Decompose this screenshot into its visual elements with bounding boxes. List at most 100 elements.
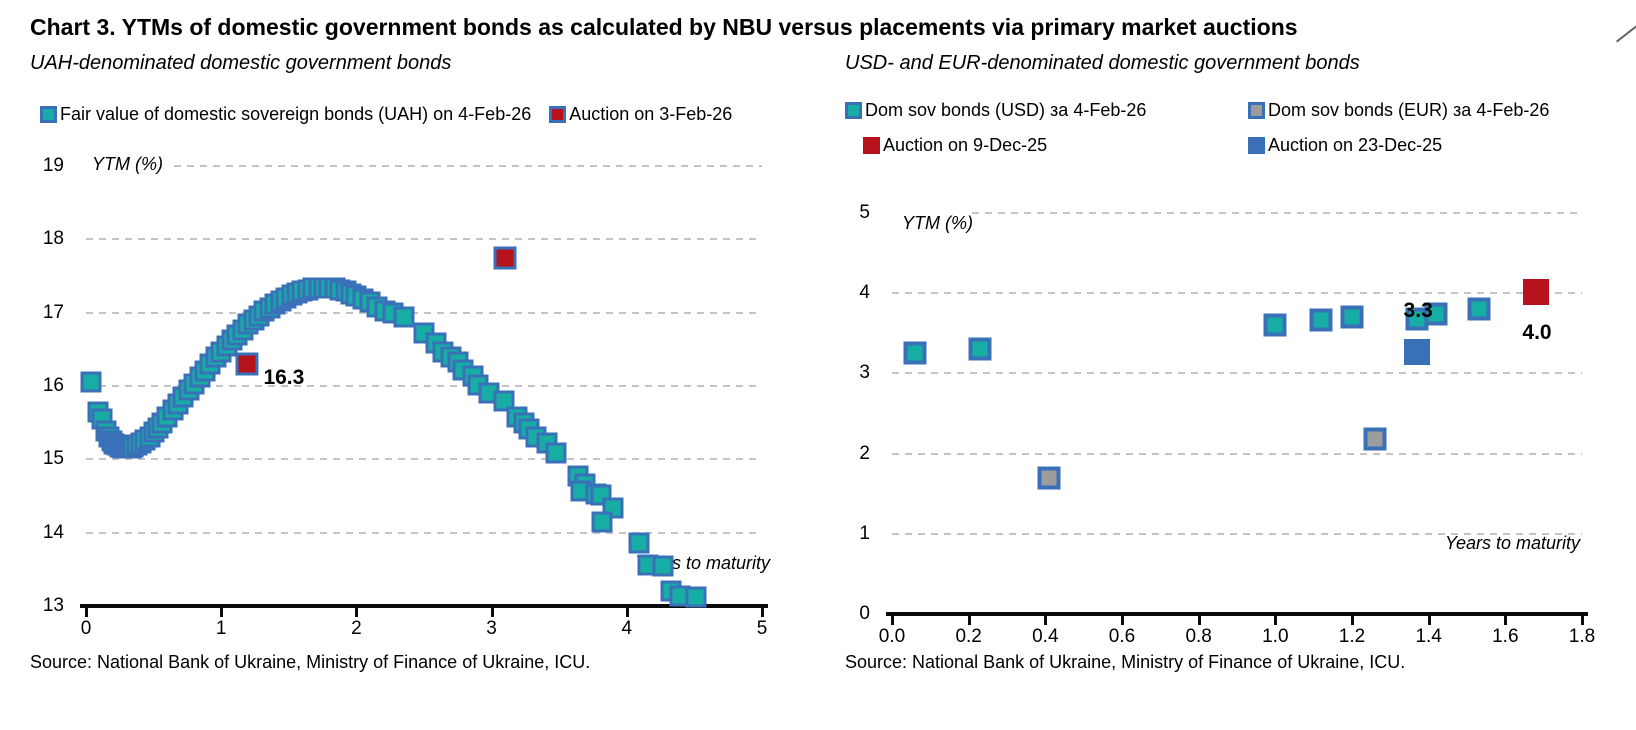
legend-item-label: Auction on 23-Dec-25 xyxy=(1268,135,1443,155)
y-tick-label: 4 xyxy=(859,282,870,304)
x-tick-label: 2 xyxy=(351,618,362,639)
data-point-red xyxy=(235,352,259,376)
data-point-teal xyxy=(1424,302,1448,326)
data-label: 16.3 xyxy=(263,366,305,389)
gridline xyxy=(86,458,762,461)
x-tick-label: 0.2 xyxy=(955,626,982,647)
data-point-teal xyxy=(628,532,650,554)
data-point-teal xyxy=(685,586,707,608)
legend-marker-icon xyxy=(1248,137,1265,154)
gridline xyxy=(892,452,1582,455)
data-point-gray xyxy=(1037,466,1061,490)
legend-item-label: Dom sov bonds (USD) за 4-Feb-26 xyxy=(865,100,1147,120)
axis-tick xyxy=(1351,616,1354,625)
left-chart-legend: Fair value of domestic sovereign bonds (… xyxy=(40,104,732,125)
x-axis-line xyxy=(886,612,1588,616)
corner-mark xyxy=(1616,25,1636,43)
legend-item: Auction on 23-Dec-25 xyxy=(1248,135,1549,156)
y-axis-caption: YTM (%) xyxy=(902,213,973,233)
y-tick-label: 17 xyxy=(42,301,64,323)
x-tick-label: 1.4 xyxy=(1415,626,1442,647)
legend-marker-icon xyxy=(845,102,862,119)
axis-tick xyxy=(1121,616,1124,625)
axis-tick xyxy=(85,608,88,617)
x-tick-label: 3 xyxy=(486,618,497,639)
axis-tick xyxy=(1504,616,1508,625)
x-tick-label: 0.8 xyxy=(1185,626,1212,647)
gridline xyxy=(972,212,1582,214)
legend-marker-icon xyxy=(1248,102,1265,119)
legend-item: Auction on 3-Feb-26 xyxy=(549,104,732,125)
axis-tick xyxy=(625,608,629,617)
gridline xyxy=(174,165,762,167)
data-point-gray xyxy=(1363,427,1387,451)
y-tick-label: 15 xyxy=(42,448,64,470)
right-chart-legend: Dom sov bonds (USD) за 4-Feb-26 Dom sov b… xyxy=(845,100,1549,156)
legend-marker-icon xyxy=(549,106,567,123)
x-tick-label: 4 xyxy=(621,618,633,639)
right-chart-subtitle: USD- and EUR-denominated domestic govern… xyxy=(845,52,1360,74)
axis-tick xyxy=(891,616,894,625)
y-tick-label: 1 xyxy=(859,522,870,544)
legend-item: Fair value of domestic sovereign bonds (… xyxy=(40,104,531,125)
y-tick-label: 5 xyxy=(859,202,870,223)
gridline xyxy=(86,238,762,241)
data-point-red xyxy=(493,246,517,270)
x-tick-label: 0 xyxy=(80,618,92,639)
x-axis-caption: Years to maturity xyxy=(1444,533,1580,553)
uah-chart-plot-area: 13 14 15 16 17 18 19 0 1 2 3 4 5 YTM (%) Years to matu… xyxy=(43,154,770,639)
legend-item-label: Auction on 3-Feb-26 xyxy=(569,104,733,124)
y-tick-label: 2 xyxy=(859,442,870,464)
y-tick-label: 16 xyxy=(42,375,64,396)
x-tick-label: 1.2 xyxy=(1338,626,1366,647)
axis-tick xyxy=(1427,616,1431,625)
data-point-red xyxy=(1523,278,1549,305)
y-tick-label: 18 xyxy=(42,228,64,250)
legend-item-label: Fair value of domestic sovereign bonds (… xyxy=(60,104,532,124)
gridline xyxy=(86,531,762,534)
axis-tick xyxy=(220,608,224,617)
data-point-teal xyxy=(80,371,102,393)
legend-marker-icon xyxy=(863,137,880,154)
axis-tick xyxy=(1581,616,1584,625)
gridline xyxy=(86,311,762,314)
axis-tick xyxy=(967,616,971,625)
right-chart-source: Source: National Bank of Ukraine, Minist… xyxy=(845,652,1406,672)
gridline xyxy=(86,385,762,387)
x-tick-label: 5 xyxy=(756,618,768,639)
left-chart-subtitle: UAH-denominated domestic government bond… xyxy=(30,52,452,74)
x-tick-label: 0.6 xyxy=(1108,626,1136,647)
y-tick-label: 14 xyxy=(42,521,64,543)
data-label: 3.3 xyxy=(1403,298,1433,322)
x-tick-label: 1.8 xyxy=(1568,626,1596,647)
usd-eur-chart-plot-area: 0 1 2 3 4 5 0.0 0.2 0.4 0.6 0.8 1.0 1.2 1.4 1.6 1.8 YTM … xyxy=(859,202,1595,647)
gridline xyxy=(892,532,1582,535)
y-tick-label: 13 xyxy=(42,595,64,616)
data-point-teal xyxy=(1340,305,1364,329)
legend-item: Auction on 9-Dec-25 xyxy=(863,135,1230,156)
data-point-teal xyxy=(591,511,613,533)
axis-tick xyxy=(1044,616,1048,625)
legend-item: Dom sov bonds (EUR) за 4-Feb-26 xyxy=(1248,100,1549,121)
legend-item-label: Auction on 9-Dec-25 xyxy=(883,135,1048,155)
y-axis-caption: YTM (%) xyxy=(92,154,163,174)
page-title: Chart 3. YTMs of domestic government bon… xyxy=(30,14,1298,40)
y-tick-label: 19 xyxy=(42,155,64,176)
x-tick-label: 1.6 xyxy=(1492,626,1519,647)
data-label: 4.0 xyxy=(1522,320,1552,344)
gridline xyxy=(892,372,1582,375)
axis-tick xyxy=(490,608,494,617)
left-chart-source: Source: National Bank of Ukraine, Minist… xyxy=(30,652,591,672)
axis-tick xyxy=(1274,616,1278,625)
y-tick-label: 0 xyxy=(859,603,870,624)
legend-marker-icon xyxy=(40,106,57,123)
legend-item-label: Dom sov bonds (EUR) за 4-Feb-26 xyxy=(1268,100,1550,120)
data-point-teal xyxy=(1309,308,1333,332)
data-point-teal xyxy=(968,337,992,361)
data-point-teal xyxy=(393,306,415,328)
x-tick-label: 0.0 xyxy=(878,626,906,647)
gridline xyxy=(892,292,1582,295)
axis-tick xyxy=(1197,616,1201,625)
data-point-teal xyxy=(545,442,567,464)
